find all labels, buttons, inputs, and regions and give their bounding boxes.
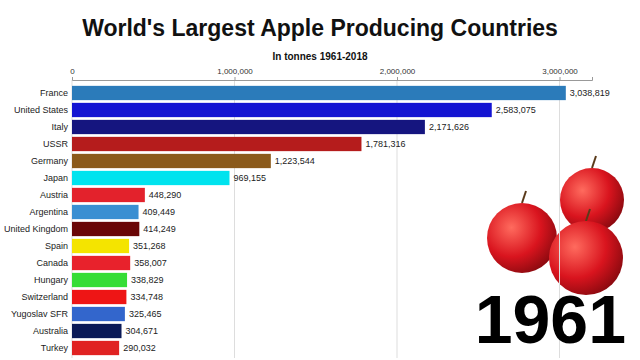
category-label: Yugoslav SFR <box>11 309 69 319</box>
bar <box>72 205 139 219</box>
tick-label: 1,000,000 <box>217 67 253 76</box>
bar <box>72 222 139 236</box>
data-label: 3,038,819 <box>570 88 610 98</box>
data-label: 351,268 <box>133 241 166 251</box>
data-label: 338,829 <box>131 275 164 285</box>
category-label: Canada <box>36 258 68 268</box>
bar <box>72 256 130 270</box>
tick: Spain <box>45 241 69 251</box>
apple-stem <box>592 156 596 168</box>
category-label: USSR <box>43 139 69 149</box>
bar <box>72 103 492 117</box>
tick: 0 <box>70 67 75 80</box>
data-label: 2,171,626 <box>429 122 469 132</box>
year-label: 1961 <box>475 281 626 357</box>
tick: Switzerland <box>21 292 69 302</box>
data-label: 409,449 <box>143 207 176 217</box>
category-label: Germany <box>31 156 69 166</box>
tick: France <box>40 88 69 98</box>
tick: Yugoslav SFR <box>11 309 69 319</box>
apple-stem <box>522 191 526 203</box>
title: World's Largest Apple Producing Countrie… <box>82 15 558 41</box>
tick: Argentina <box>29 207 69 217</box>
apples <box>487 156 624 295</box>
tick: Italy <box>51 122 69 132</box>
bar <box>72 171 229 185</box>
bar <box>72 324 122 338</box>
tick-mark <box>72 77 73 80</box>
bar <box>72 273 127 287</box>
tick-mark <box>397 77 398 80</box>
tick: Hungary <box>34 275 69 285</box>
subtitle: In tonnes 1961-2018 <box>272 51 367 62</box>
data-label: 1,223,544 <box>275 156 315 166</box>
data-label: 414,249 <box>143 224 176 234</box>
bar <box>72 307 125 321</box>
bar <box>72 239 129 253</box>
tick: 1,000,000 <box>217 67 253 80</box>
category-label: Australia <box>33 326 68 336</box>
bar <box>72 120 425 134</box>
category-label: Turkey <box>41 343 69 353</box>
category-label: United Kingdom <box>4 224 68 234</box>
tick-mark <box>560 77 561 80</box>
category-label: United States <box>14 105 69 115</box>
data-label: 358,007 <box>134 258 167 268</box>
tick: Canada <box>36 258 69 268</box>
tick: United States <box>14 105 69 115</box>
apple-stem <box>586 209 590 221</box>
tick: Turkey <box>41 343 69 353</box>
apple <box>487 203 557 273</box>
category-label: Japan <box>43 173 68 183</box>
tick: USSR <box>43 139 69 149</box>
tick: Japan <box>43 173 69 183</box>
tick: 2,000,000 <box>380 67 416 80</box>
bar <box>72 341 119 355</box>
data-label: 1,781,316 <box>365 139 405 149</box>
data-label: 325,465 <box>129 309 162 319</box>
bar <box>72 86 566 100</box>
tick: 3,000,000 <box>542 67 578 80</box>
bar <box>72 137 361 151</box>
tick-label: 3,000,000 <box>542 67 578 76</box>
bar <box>72 290 126 304</box>
category-label: France <box>40 88 68 98</box>
bar <box>72 154 271 168</box>
x-axis: 0 1,000,000 2,000,000 3,000,000 <box>70 67 592 81</box>
category-label: Austria <box>40 190 68 200</box>
data-label: 2,583,075 <box>496 105 536 115</box>
data-label: 304,671 <box>126 326 159 336</box>
tick-label: 0 <box>70 67 75 76</box>
tick-label: 2,000,000 <box>380 67 416 76</box>
category-label: Argentina <box>29 207 68 217</box>
bar <box>72 188 145 202</box>
y-axis: France United States Italy USSR Germany Japan… <box>4 88 69 353</box>
tick: Australia <box>33 326 69 336</box>
data-label: 290,032 <box>123 343 156 353</box>
category-label: Hungary <box>34 275 69 285</box>
data-label: 334,748 <box>130 292 163 302</box>
tick-mark <box>235 77 236 80</box>
tick: Austria <box>40 190 69 200</box>
data-label: 448,290 <box>149 190 182 200</box>
data-label: 969,155 <box>233 173 266 183</box>
category-label: Spain <box>45 241 68 251</box>
tick: Germany <box>31 156 69 166</box>
axis-line <box>73 77 593 81</box>
chart: World's Largest Apple Producing Countrie… <box>0 0 640 360</box>
category-label: Switzerland <box>21 292 68 302</box>
category-label: Italy <box>51 122 68 132</box>
tick: United Kingdom <box>4 224 69 234</box>
